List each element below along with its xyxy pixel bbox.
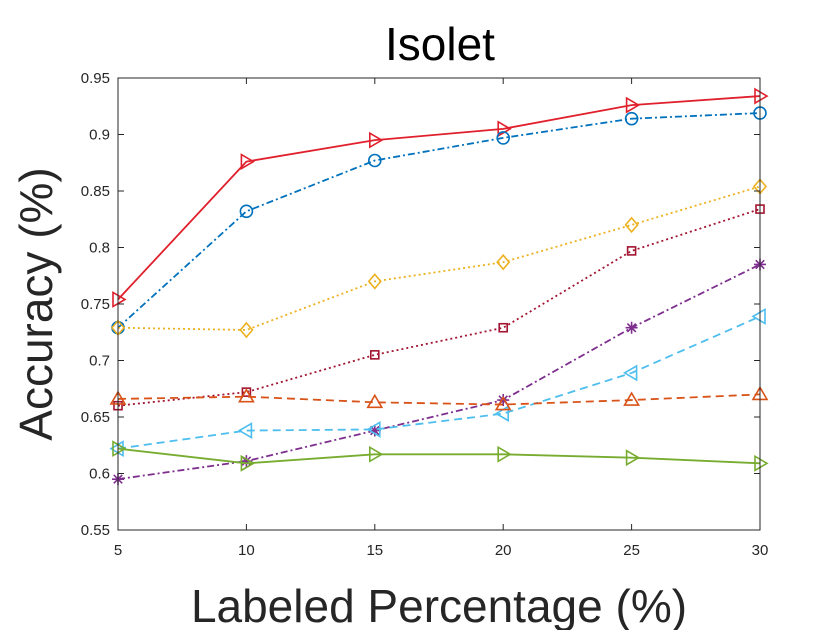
data-point-marker [497, 445, 512, 463]
data-point-marker [369, 350, 380, 360]
data-point-marker [623, 391, 640, 406]
series-line [117, 95, 761, 301]
chart-title: Isolet [385, 18, 495, 70]
series-line [117, 447, 761, 465]
y-tick-label: 0.6 [89, 466, 110, 483]
plot-area [118, 78, 760, 530]
x-tick-label: 25 [623, 542, 640, 559]
data-point-marker [239, 204, 254, 219]
data-point-marker [494, 395, 512, 411]
series-8 [112, 440, 769, 472]
series-line [117, 393, 761, 406]
data-point-marker [496, 131, 511, 145]
data-point-marker [497, 394, 510, 407]
data-point-marker [623, 364, 638, 382]
data-point-marker [112, 440, 127, 458]
series-line [117, 208, 761, 407]
y-tick-label: 0.65 [81, 409, 110, 426]
data-point-marker [240, 454, 255, 472]
y-axis-title: Accuracy (%) [10, 167, 62, 440]
y-tick-label: 0.7 [89, 353, 110, 370]
x-tick-label: 5 [114, 542, 122, 559]
y-tick-label: 0.9 [89, 127, 110, 144]
data-point-marker [751, 308, 766, 325]
data-point-marker [366, 421, 381, 438]
x-tick-label: 10 [238, 542, 255, 559]
data-point-marker [754, 87, 769, 105]
data-point-marker [366, 393, 384, 409]
data-point-marker [625, 449, 641, 467]
y-tick-label: 0.75 [81, 296, 110, 313]
y-tick-label: 0.85 [81, 183, 110, 200]
x-axis-title: Labeled Percentage (%) [191, 580, 687, 630]
data-point-marker [239, 321, 254, 339]
data-point-marker [625, 321, 638, 334]
series-line [117, 263, 761, 481]
series-layer [109, 87, 769, 486]
y-tick-label: 0.8 [89, 240, 110, 257]
series-line [117, 112, 761, 329]
y-tick-label: 0.55 [81, 522, 110, 539]
data-point-marker [498, 322, 509, 333]
data-point-marker [367, 273, 382, 290]
x-tick-label: 15 [366, 542, 383, 559]
series-line [117, 315, 761, 450]
y-tick-label: 0.95 [81, 70, 110, 87]
data-point-marker [368, 131, 384, 149]
x-tick-label: 30 [752, 542, 769, 559]
data-point-marker [496, 253, 511, 271]
series-2 [111, 106, 767, 335]
data-point-marker [368, 424, 381, 437]
data-point-marker [240, 455, 253, 468]
data-point-marker [624, 111, 639, 126]
axes-layer: 5 10 15 20 25 30 0.55 0.6 0.65 0.7 0.75 0.8 0.85 0.9 0… [81, 70, 769, 559]
data-point-marker [626, 246, 637, 256]
data-point-marker [367, 153, 382, 168]
data-point-marker [112, 291, 127, 308]
x-tick-label: 20 [495, 542, 512, 559]
data-point-marker [754, 454, 769, 472]
data-point-marker [624, 216, 639, 234]
data-point-marker [238, 388, 255, 403]
series-line [117, 185, 761, 331]
data-point-marker [240, 153, 255, 171]
data-point-marker [237, 422, 253, 439]
data-point-marker [625, 96, 641, 114]
data-point-marker [368, 445, 384, 463]
